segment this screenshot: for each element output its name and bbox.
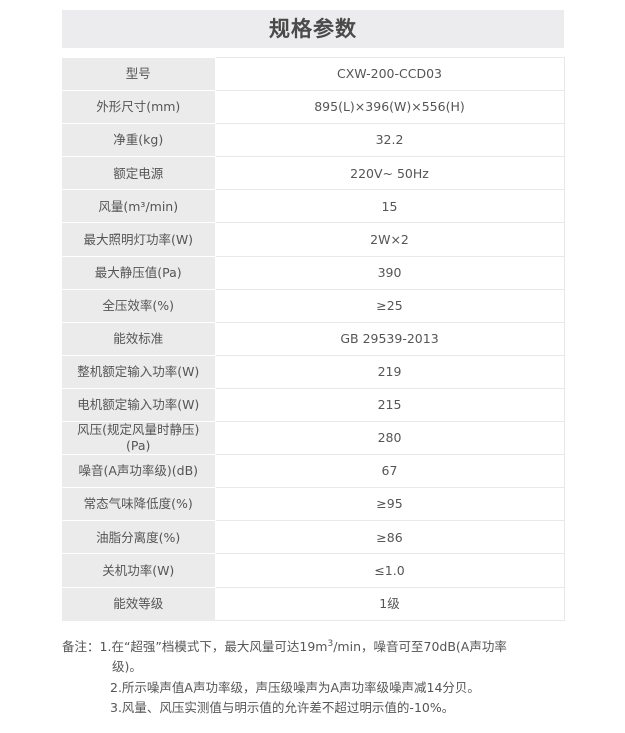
table-row: 噪音(A声功率级)(dB) 67 (62, 454, 565, 489)
spec-label: 整机额定输入功率(W) (62, 355, 216, 389)
table-row: 油脂分离度(%) ≥86 (62, 520, 565, 555)
table-row: 型号 CXW-200-CCD03 (62, 56, 565, 92)
note-3: 3.风量、风压实测值与明示值的允许差不超过明示值的-10%。 (110, 699, 455, 715)
spec-value: 390 (215, 256, 565, 290)
spec-label: 全压效率(%) (62, 289, 216, 323)
spec-label: 净重(kg) (62, 123, 216, 158)
spec-label: 风压(规定风量时静压)(Pa) (62, 421, 216, 456)
spec-label: 型号 (62, 57, 216, 92)
spec-value: ≥86 (215, 520, 565, 555)
table-row: 外形尺寸(mm) 895(L)×396(W)×556(H) (62, 90, 565, 125)
note-1-line-1: 备注：1.在“超强”档模式下，最大风量可达19m3/min，噪音可至70dB(A… (62, 637, 572, 657)
spec-value: 220V~ 50Hz (215, 156, 565, 191)
spec-value: 1级 (215, 587, 565, 621)
spec-label: 油脂分离度(%) (62, 520, 216, 555)
spec-value: 215 (215, 388, 565, 423)
table-row: 风压(规定风量时静压)(Pa) 280 (62, 421, 565, 456)
spec-value: ≥95 (215, 487, 565, 522)
specification-table-body: 型号 CXW-200-CCD03 外形尺寸(mm) 895(L)×396(W)×… (62, 56, 565, 621)
spec-value: 67 (215, 454, 565, 489)
spec-value: 2W×2 (215, 222, 565, 257)
table-row: 能效标准 GB 29539-2013 (62, 322, 565, 356)
table-row: 关机功率(W) ≤1.0 (62, 553, 565, 588)
specification-table: 型号 CXW-200-CCD03 外形尺寸(mm) 895(L)×396(W)×… (62, 56, 565, 621)
table-row: 最大照明灯功率(W) 2W×2 (62, 222, 565, 257)
spec-value: 32.2 (215, 123, 565, 158)
spec-label: 外形尺寸(mm) (62, 90, 216, 125)
note-1-superscript: 3 (327, 638, 334, 649)
spec-label: 能效等级 (62, 587, 216, 621)
spec-value: ≤1.0 (215, 553, 565, 588)
spec-label: 风量(m³/min) (62, 189, 216, 224)
spec-label: 电机额定输入功率(W) (62, 388, 216, 423)
note-1-text-a: 1.在“超强”档模式下，最大风量可达19m (99, 639, 328, 654)
table-row: 常态气味降低度(%) ≥95 (62, 487, 565, 522)
table-row: 全压效率(%) ≥25 (62, 289, 565, 323)
spec-value: 15 (215, 189, 565, 224)
table-row: 额定电源 220V~ 50Hz (62, 156, 565, 191)
spec-label: 最大照明灯功率(W) (62, 222, 216, 257)
page-title: 规格参数 (269, 16, 357, 41)
table-row: 风量(m³/min) 15 (62, 189, 565, 224)
table-row: 能效等级 1级 (62, 587, 565, 621)
spec-value: 280 (215, 421, 565, 456)
spec-label: 噪音(A声功率级)(dB) (62, 454, 216, 489)
notes-section: 备注：1.在“超强”档模式下，最大风量可达19m3/min，噪音可至70dB(A… (62, 637, 572, 718)
table-row: 整机额定输入功率(W) 219 (62, 355, 565, 389)
spec-value: 219 (215, 355, 565, 389)
spec-value: ≥25 (215, 289, 565, 323)
spec-label: 最大静压值(Pa) (62, 256, 216, 290)
spec-label: 能效标准 (62, 322, 216, 356)
note-1-line-2: 级)。 (112, 659, 142, 675)
note-1-text-b: /min，噪音可至70dB(A声功率 (333, 639, 507, 654)
spec-value: GB 29539-2013 (215, 322, 565, 356)
notes-prefix-label: 备注： (62, 639, 100, 654)
table-row: 电机额定输入功率(W) 215 (62, 388, 565, 423)
spec-label: 额定电源 (62, 156, 216, 191)
table-row: 最大静压值(Pa) 390 (62, 256, 565, 290)
spec-value: CXW-200-CCD03 (215, 56, 565, 92)
table-row: 净重(kg) 32.2 (62, 123, 565, 158)
spec-title-band: 规格参数 (62, 10, 564, 48)
spec-label: 关机功率(W) (62, 553, 216, 588)
spec-value: 895(L)×396(W)×556(H) (215, 90, 565, 125)
note-2: 2.所示噪声值A声功率级，声压级噪声为A声功率级噪声减14分贝。 (110, 679, 480, 695)
spec-label: 常态气味降低度(%) (62, 487, 216, 522)
